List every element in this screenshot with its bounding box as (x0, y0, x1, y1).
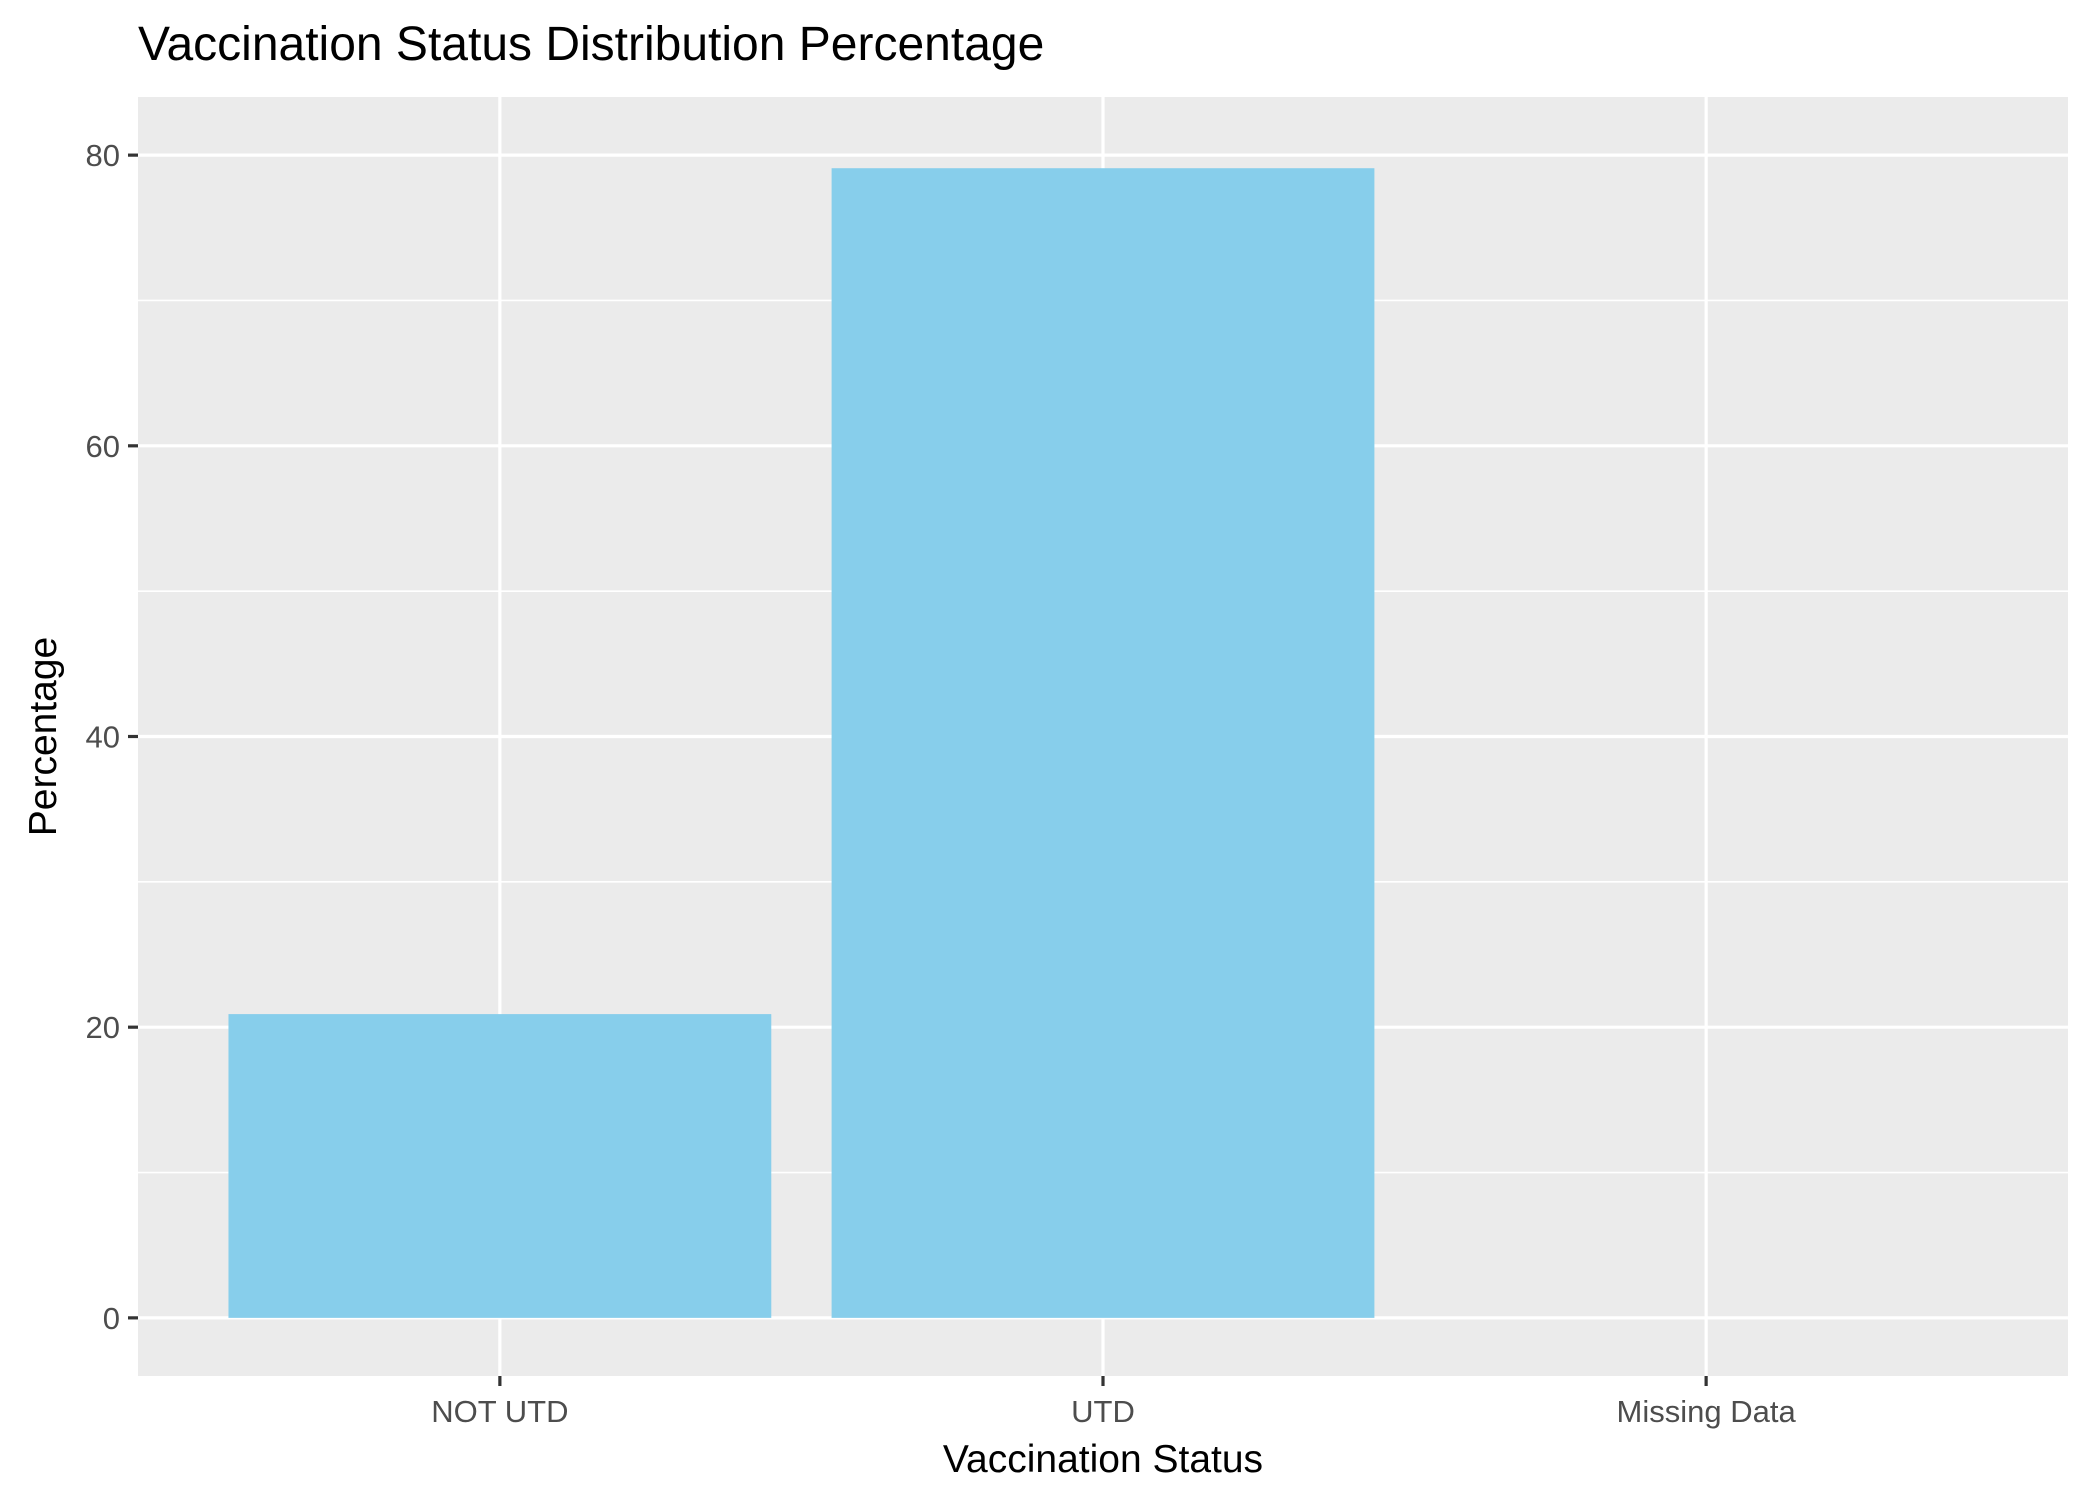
y-tick-label: 80 (86, 138, 120, 173)
x-tick-label: NOT UTD (431, 1394, 568, 1429)
bar-not-utd (228, 1014, 772, 1318)
x-tick-label: Missing Data (1617, 1394, 1797, 1429)
y-tick-label: 40 (86, 720, 120, 755)
x-tick-label: UTD (1071, 1394, 1135, 1429)
bars (228, 168, 1375, 1318)
y-tick-label: 0 (103, 1301, 120, 1336)
chart-title: Vaccination Status Distribution Percenta… (138, 18, 1044, 71)
axis-ticks: 0 20 40 60 80 NOT UTD UTD Missing Data (86, 138, 1797, 1429)
y-tick-label: 60 (86, 429, 120, 464)
y-tick-label: 20 (86, 1010, 120, 1045)
bar-utd (831, 168, 1375, 1318)
y-axis-title: Percentage (22, 637, 65, 836)
x-axis-title: Vaccination Status (943, 1438, 1263, 1481)
